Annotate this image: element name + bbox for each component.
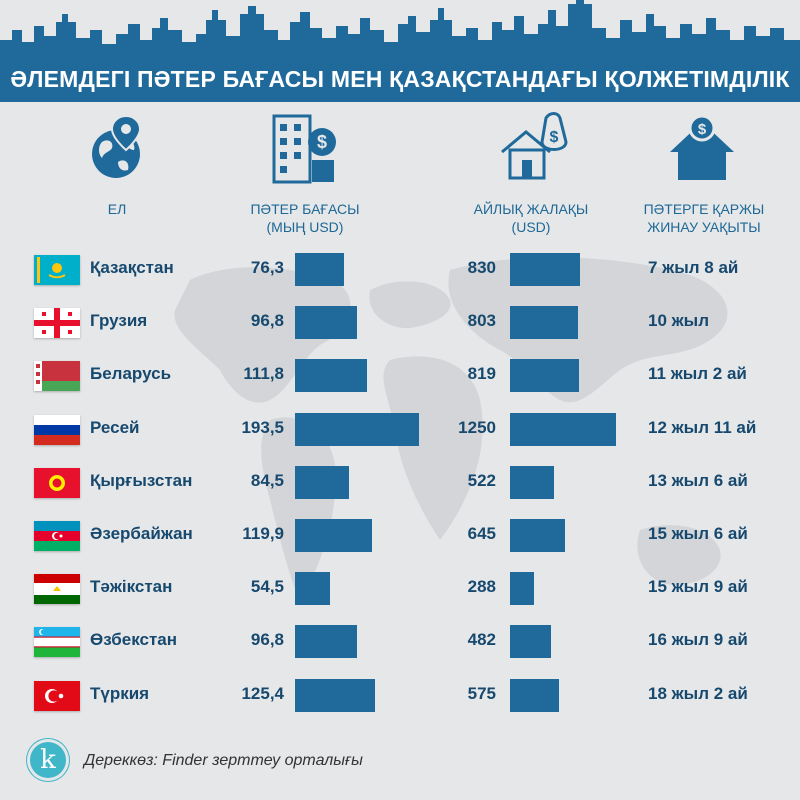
salary-bar <box>510 412 616 446</box>
world-map-background <box>174 257 728 600</box>
salary-data-label: 645 <box>467 524 496 543</box>
salary-bar <box>510 678 559 712</box>
price-bar <box>295 625 357 659</box>
saving-period-label: 11 жыл 2 ай <box>648 364 747 384</box>
country-label: Өзбекстан <box>90 630 177 650</box>
country-label: Тәжікстан <box>90 577 173 597</box>
salary-house-icon: $ <box>501 112 568 180</box>
flag-georgia-icon <box>34 308 80 339</box>
price-data-label: 96,8 <box>250 311 284 331</box>
price-bar <box>295 519 372 552</box>
flag-turkey-icon <box>34 680 80 711</box>
flag-russia-icon <box>34 414 80 445</box>
table-row: Беларусь 111,8 819 11 жыл 2 ай <box>0 356 800 396</box>
country-label: Беларусь <box>90 364 172 384</box>
price-data-label: 76,3 <box>250 258 284 277</box>
city-skyline-background <box>0 0 800 60</box>
price-data-label: 111,8 <box>243 364 284 384</box>
saving-period-label: 15 жыл 9 ай <box>648 577 748 597</box>
house-coin-icon: $ <box>670 114 734 180</box>
country-label: Қырғызстан <box>90 470 193 490</box>
salary-bar <box>510 625 551 659</box>
salary-data-label: 575 <box>467 683 496 703</box>
table-row: Тәжікстан 54,5 288 15 жыл 9 ай <box>0 569 800 609</box>
salary-bar <box>510 306 578 340</box>
salary-data-label: 803 <box>467 311 496 331</box>
price-data-label: 96,8 <box>250 630 284 650</box>
flag-azerbaijan-icon <box>34 521 80 551</box>
country-label: Грузия <box>90 311 148 331</box>
column-header-salary: АЙЛЫҚ ЖАЛАҚЫ (USD) <box>473 201 589 235</box>
saving-period-label: 7 жыл 8 ай <box>648 258 739 277</box>
saving-period-label: 15 жыл 6 ай <box>648 524 748 543</box>
flag-belarus-icon <box>34 361 80 392</box>
column-header-price: ПӘТЕР БАҒАСЫ (МЫҢ USD) <box>250 201 360 235</box>
saving-period-label: 12 жыл 11 ай <box>648 417 757 437</box>
salary-bar <box>510 519 565 552</box>
price-data-label: 84,5 <box>250 470 284 490</box>
salary-bar <box>510 253 581 286</box>
column-header-country: ЕЛ <box>107 201 127 217</box>
price-bar <box>295 253 344 286</box>
price-bar <box>295 465 350 499</box>
source-note: Дереккөз: Finder зерттеу орталығы <box>84 752 363 769</box>
flag-tajikistan-icon <box>34 574 80 605</box>
price-bar <box>295 572 330 606</box>
price-bar <box>295 306 357 340</box>
table-row: Ресей 193,5 1250 12 жыл 11 ай <box>0 410 800 450</box>
price-bar <box>295 412 419 446</box>
price-data-label: 193,5 <box>241 417 284 437</box>
table-row: Грузия 96,8 803 10 жыл <box>0 303 800 343</box>
svg-text:$: $ <box>317 132 327 152</box>
table-row: Әзербайжан 119,9 645 15 жыл 6 ай <box>0 516 800 556</box>
column-header-period: ПӘТЕРГЕ ҚАРЖЫ ЖИНАУ УАҚЫТЫ <box>643 201 765 235</box>
price-bar <box>295 359 367 393</box>
k-logo-icon: k <box>30 742 66 778</box>
table-row: Қырғызстан 84,5 522 13 жыл 6 ай <box>0 463 800 503</box>
logo-letter: k <box>40 745 56 775</box>
saving-period-label: 16 жыл 9 ай <box>648 630 748 650</box>
globe-pin-icon <box>92 114 142 178</box>
table-row: Қазақстан 76,3 830 7 жыл 8 ай <box>0 250 800 290</box>
salary-data-label: 522 <box>467 470 496 490</box>
price-data-label: 119,9 <box>242 524 284 543</box>
svg-text:$: $ <box>698 121 707 138</box>
saving-period-label: 18 жыл 2 ай <box>648 683 748 703</box>
flag-kazakhstan-icon <box>34 255 80 285</box>
salary-bar <box>510 465 555 499</box>
salary-data-label: 1250 <box>458 417 496 437</box>
salary-bar <box>510 359 580 393</box>
salary-bar <box>510 572 535 606</box>
salary-data-label: 830 <box>467 258 496 277</box>
country-label: Ресей <box>90 417 140 437</box>
saving-period-label: 13 жыл 6 ай <box>648 470 748 490</box>
salary-data-label: 482 <box>467 630 496 650</box>
flag-uzbekistan-icon <box>34 627 80 658</box>
salary-data-label: 288 <box>467 577 496 597</box>
country-label: Қазақстан <box>90 258 174 277</box>
table-row: Өзбекстан 96,8 482 16 жыл 9 ай <box>0 622 800 662</box>
flag-kyrgyzstan-icon <box>34 467 80 498</box>
page-title: ӘЛЕМДЕГІ ПӘТЕР БАҒАСЫ МЕН ҚАЗАҚСТАНДАҒЫ … <box>10 65 790 92</box>
saving-period-label: 10 жыл <box>648 311 710 331</box>
table-row: Түркия 125,4 575 18 жыл 2 ай <box>0 676 800 716</box>
salary-data-label: 819 <box>467 364 496 384</box>
price-data-label: 54,5 <box>250 577 284 597</box>
price-bar <box>295 678 376 712</box>
price-data-label: 125,4 <box>241 683 284 703</box>
country-label: Әзербайжан <box>90 524 193 543</box>
title-banner: ӘЛЕМДЕГІ ПӘТЕР БАҒАСЫ МЕН ҚАЗАҚСТАНДАҒЫ … <box>0 56 800 102</box>
building-dollar-icon: $ <box>272 114 336 184</box>
svg-text:$: $ <box>550 129 559 146</box>
country-label: Түркия <box>90 683 150 703</box>
